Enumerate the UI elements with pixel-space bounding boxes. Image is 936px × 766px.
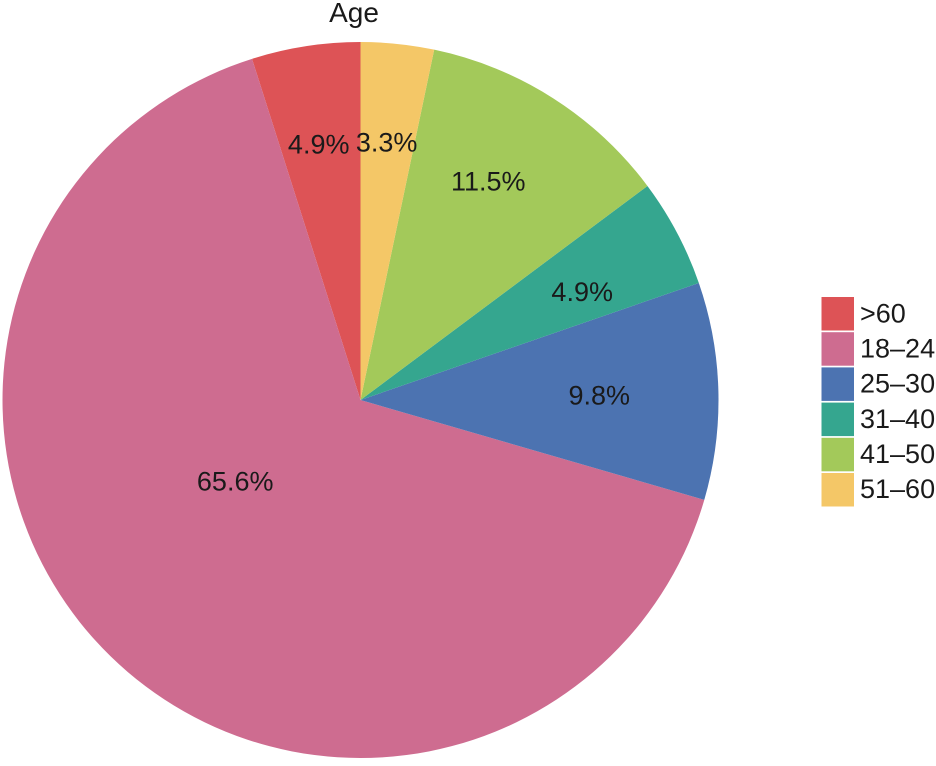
- svg-text:4.9%: 4.9%: [551, 277, 613, 307]
- svg-text:4.9%: 4.9%: [288, 129, 350, 159]
- svg-text:18–24: 18–24: [860, 334, 935, 364]
- svg-text:>60: >60: [860, 299, 906, 329]
- svg-text:3.3%: 3.3%: [356, 127, 418, 157]
- svg-text:Age: Age: [329, 0, 379, 28]
- svg-text:65.6%: 65.6%: [197, 467, 274, 497]
- svg-text:41–50: 41–50: [860, 439, 935, 469]
- svg-text:9.8%: 9.8%: [569, 381, 631, 411]
- svg-text:11.5%: 11.5%: [451, 166, 526, 196]
- svg-text:25–30: 25–30: [860, 369, 935, 399]
- svg-text:51–60: 51–60: [860, 474, 935, 504]
- svg-text:31–40: 31–40: [860, 404, 935, 434]
